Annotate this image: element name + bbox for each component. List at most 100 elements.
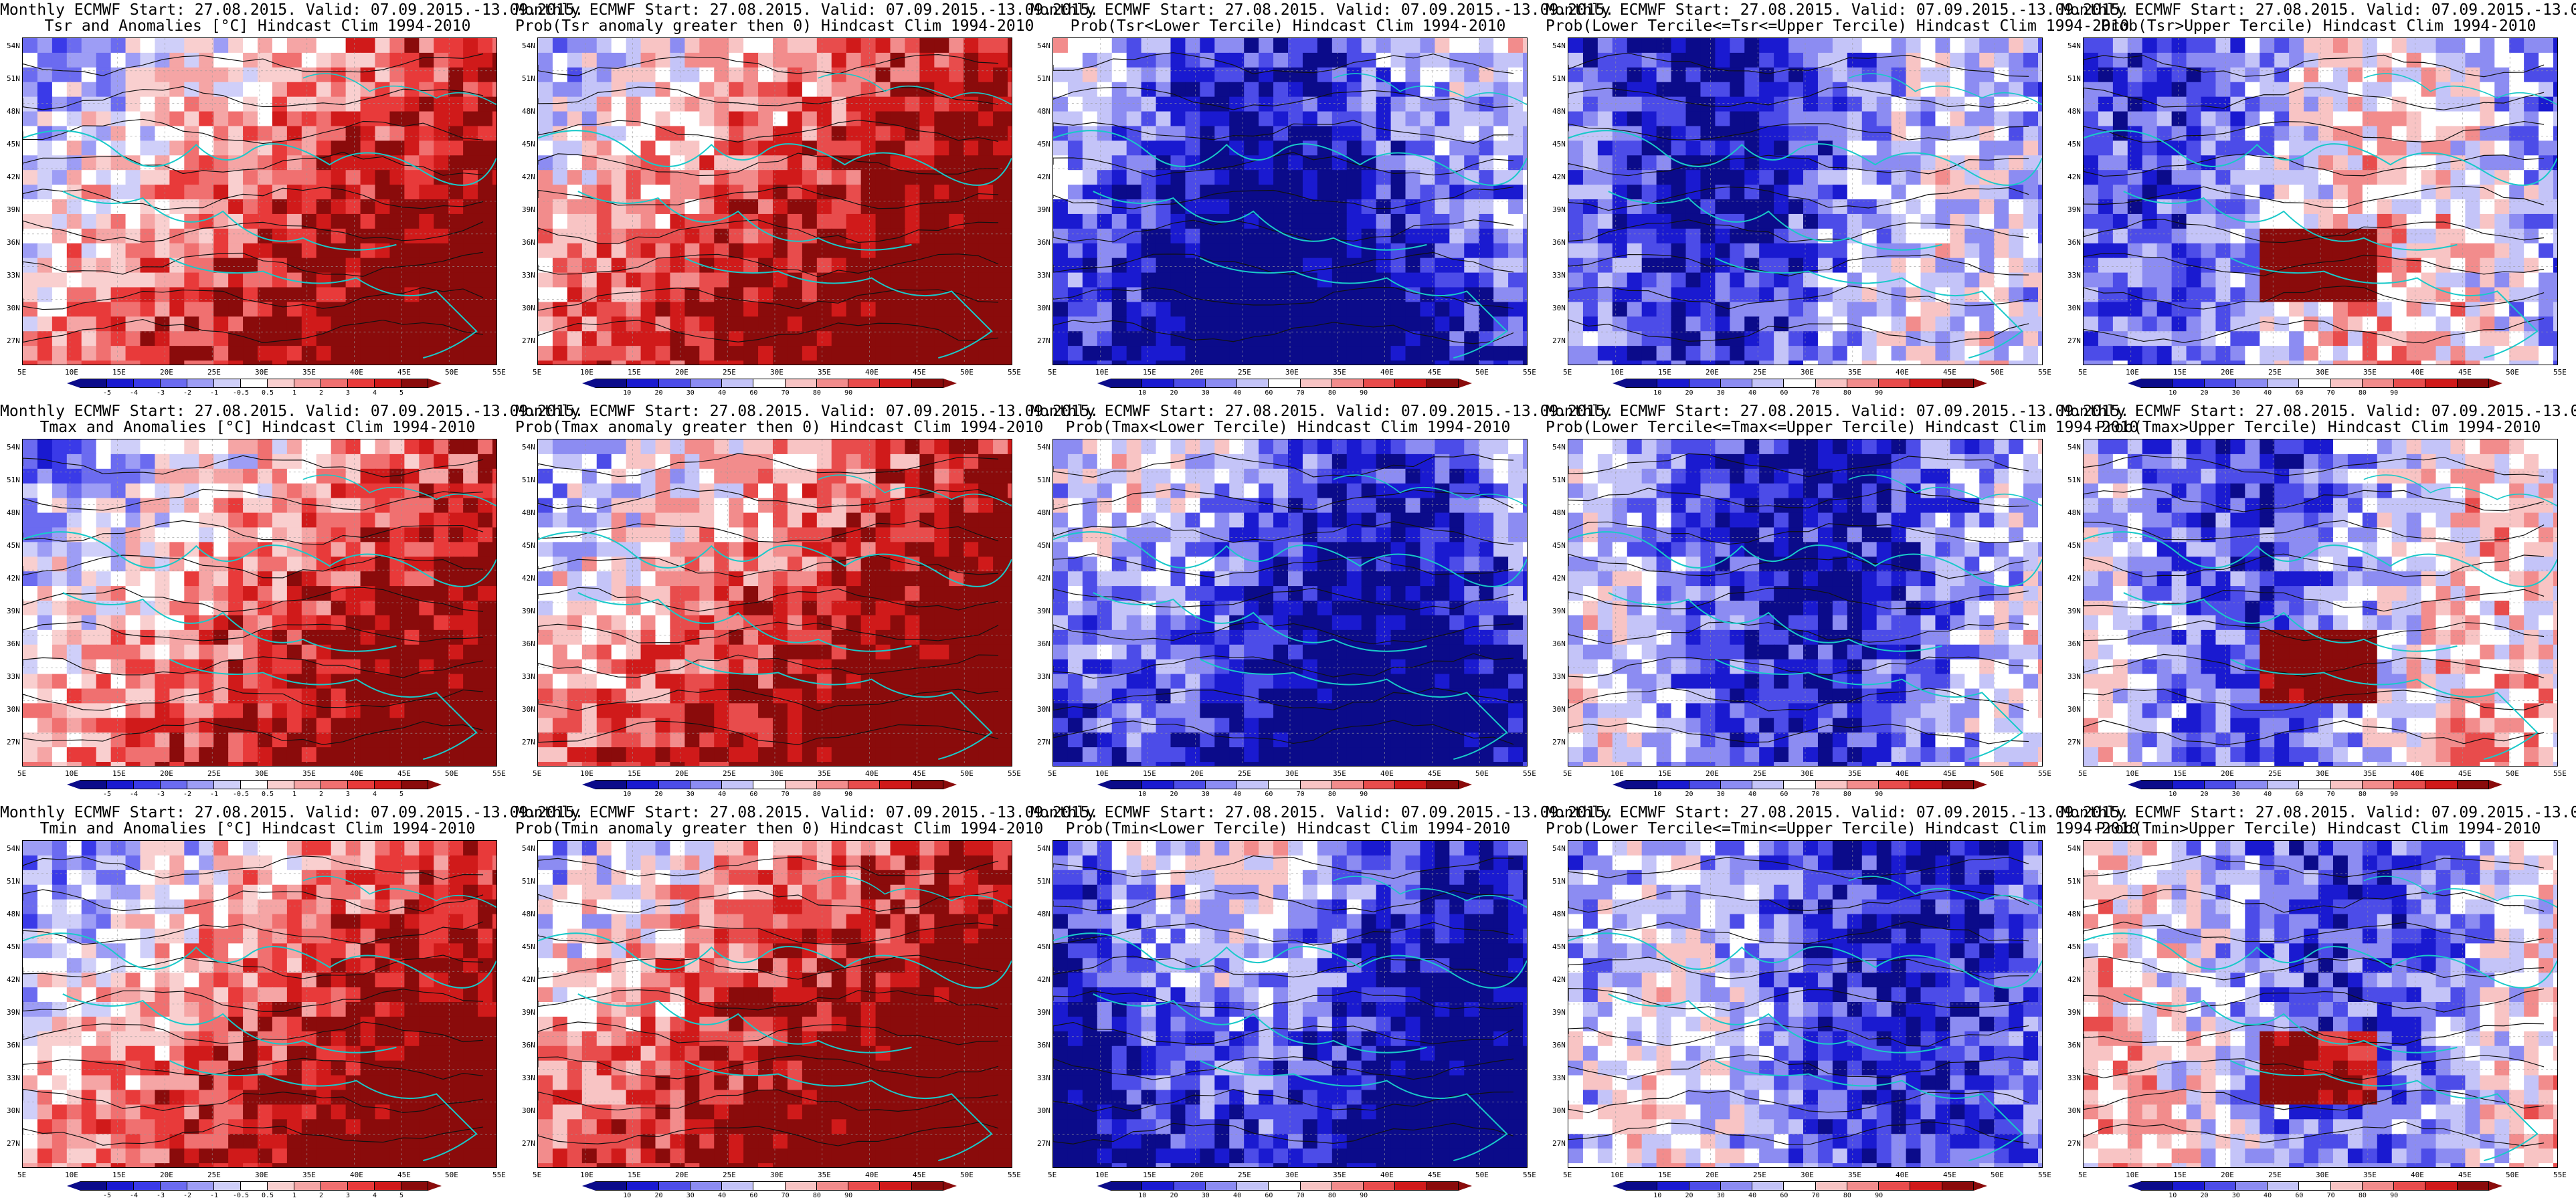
colorbar-tick-label: 4 [372,791,377,798]
map-field [2083,37,2558,365]
colorbar-tick-label: 80 [1327,791,1336,798]
colorbar-tick-label: -0.5 [232,791,250,798]
longitude-label: 25E [207,769,221,778]
colorbar-tick-label: 20 [654,389,663,397]
longitude-label: 45E [913,1171,926,1179]
latitude-label: 36N [7,639,20,648]
colorbar-swatch [627,780,659,789]
latitude-label: 39N [522,1008,535,1017]
colorbar-swatch [214,1181,241,1191]
longitude-label: 55E [2038,368,2051,377]
colorbar-tick-label: 30 [1201,389,1210,397]
colorbar [582,1181,957,1191]
longitude-label: 25E [2268,368,2282,377]
panel-title-line2: Prob(Lower Tercile<=Tmax<=Upper Tercile)… [1546,419,2139,436]
colorbar-swatch [1657,1181,1689,1191]
map-panel: Monthly ECMWF Start: 27.08.2015. Valid: … [1546,401,2139,803]
colorbar-tick-label: 80 [2358,791,2367,798]
colorbar-tick-label: 70 [781,1192,790,1199]
latitude-label: 51N [7,877,20,886]
colorbar-swatch [848,379,881,388]
longitude-label: 30E [255,1171,268,1179]
colorbar-tick-label: 60 [1780,389,1788,397]
colorbar-tick-label: 60 [1265,791,1273,798]
colorbar-swatch [1331,780,1364,789]
map-panel: Monthly ECMWF Start: 27.08.2015. Valid: … [1030,803,1614,1204]
latitude-label: 45N [7,541,20,550]
colorbar-tick-label: 90 [1360,1192,1368,1199]
longitude-label: 40E [2411,368,2424,377]
panel-title-line1: Monthly ECMWF Start: 27.08.2015. Valid: … [0,403,584,420]
panel-title-line2: Prob(Tsr<Lower Tercile) Hindcast Clim 19… [1070,17,1506,35]
colorbar-swatch [1395,780,1427,789]
colorbar-tick-label: -3 [156,791,165,798]
colorbar-low-arrow [1097,780,1111,789]
latitude-label: 54N [1037,443,1050,452]
colorbar-swatch [294,1181,321,1191]
latitude-label: 54N [7,844,20,853]
colorbar-swatch [1942,1181,1974,1191]
colorbar-ticks: 10 20 30 40 60 70 80 90 [595,1192,943,1201]
latitude-label: 42N [7,975,20,984]
colorbar [67,780,442,789]
latitude-label: 54N [522,443,535,452]
longitude-label: 50E [960,1171,974,1179]
longitude-label: 45E [1428,1171,1441,1179]
colorbar-swatch [911,1181,943,1191]
colorbar [1097,379,1472,388]
colorbar-swatch [2457,379,2489,388]
colorbar-high-arrow [1459,379,1472,388]
colorbar-ticks: 10 20 30 40 60 70 80 90 [1626,791,1974,800]
colorbar-swatch [658,379,691,388]
colorbar-low-arrow [2128,1181,2141,1191]
longitude-label: 40E [1896,769,1909,778]
latitude-label: 45N [2067,942,2081,951]
longitude-label: 30E [770,368,784,377]
colorbar [1613,1181,1987,1191]
colorbar-swatch [375,780,401,789]
colorbar-high-arrow [943,379,957,388]
colorbar-swatch [241,379,268,388]
colorbar-swatch [1720,780,1753,789]
longitude-label: 5E [2078,769,2088,778]
colorbar-swatch [1657,379,1689,388]
colorbar-swatch [911,379,943,388]
colorbar-ticks: 10 20 30 40 60 70 80 90 [2141,1192,2489,1201]
longitude-label: 15E [2173,1171,2187,1179]
longitude-label: 30E [1285,769,1299,778]
colorbar-tick-label: 30 [2231,1192,2240,1199]
longitude-label: 40E [865,1171,879,1179]
colorbar-swatch [1752,780,1784,789]
map-field [22,439,497,767]
colorbar-swatch [187,379,214,388]
colorbar [1097,780,1472,789]
latitude-label: 51N [2067,877,2081,886]
colorbar-high-arrow [428,1181,442,1191]
latitude-label: 51N [1037,877,1050,886]
panel-title-line1: Monthly ECMWF Start: 27.08.2015. Valid: … [1546,1,2130,19]
latitude-label: 30N [7,705,20,714]
colorbar-swatch [2173,780,2205,789]
colorbar-swatch [690,1181,723,1191]
latitude-label: 33N [522,1074,535,1082]
colorbar-tick-label: 90 [2390,1192,2399,1199]
latitude-label: 54N [7,41,20,50]
latitude-label: 27N [1552,336,1566,345]
latitude-label: 54N [7,443,20,452]
colorbar-swatch [1205,379,1238,388]
latitude-label: 48N [2067,107,2081,116]
latitude-label: 42N [2067,173,2081,181]
longitude-label: 25E [1238,368,1251,377]
colorbar-low-arrow [67,1181,80,1191]
colorbar-swatch [348,1181,375,1191]
colorbar-swatch [321,1181,348,1191]
longitude-label: 20E [675,368,688,377]
colorbar-tick-label: 80 [812,791,821,798]
latitude-label: 45N [1037,140,1050,148]
latitude-label: 36N [522,639,535,648]
longitude-label: 15E [2173,368,2187,377]
colorbar-tick-label: 60 [2295,1192,2304,1199]
longitude-label: 5E [17,769,27,778]
panel-title-line2: Prob(Tsr>Upper Tercile) Hindcast Clim 19… [2100,17,2537,35]
colorbar-tick-label: 10 [2169,791,2177,798]
